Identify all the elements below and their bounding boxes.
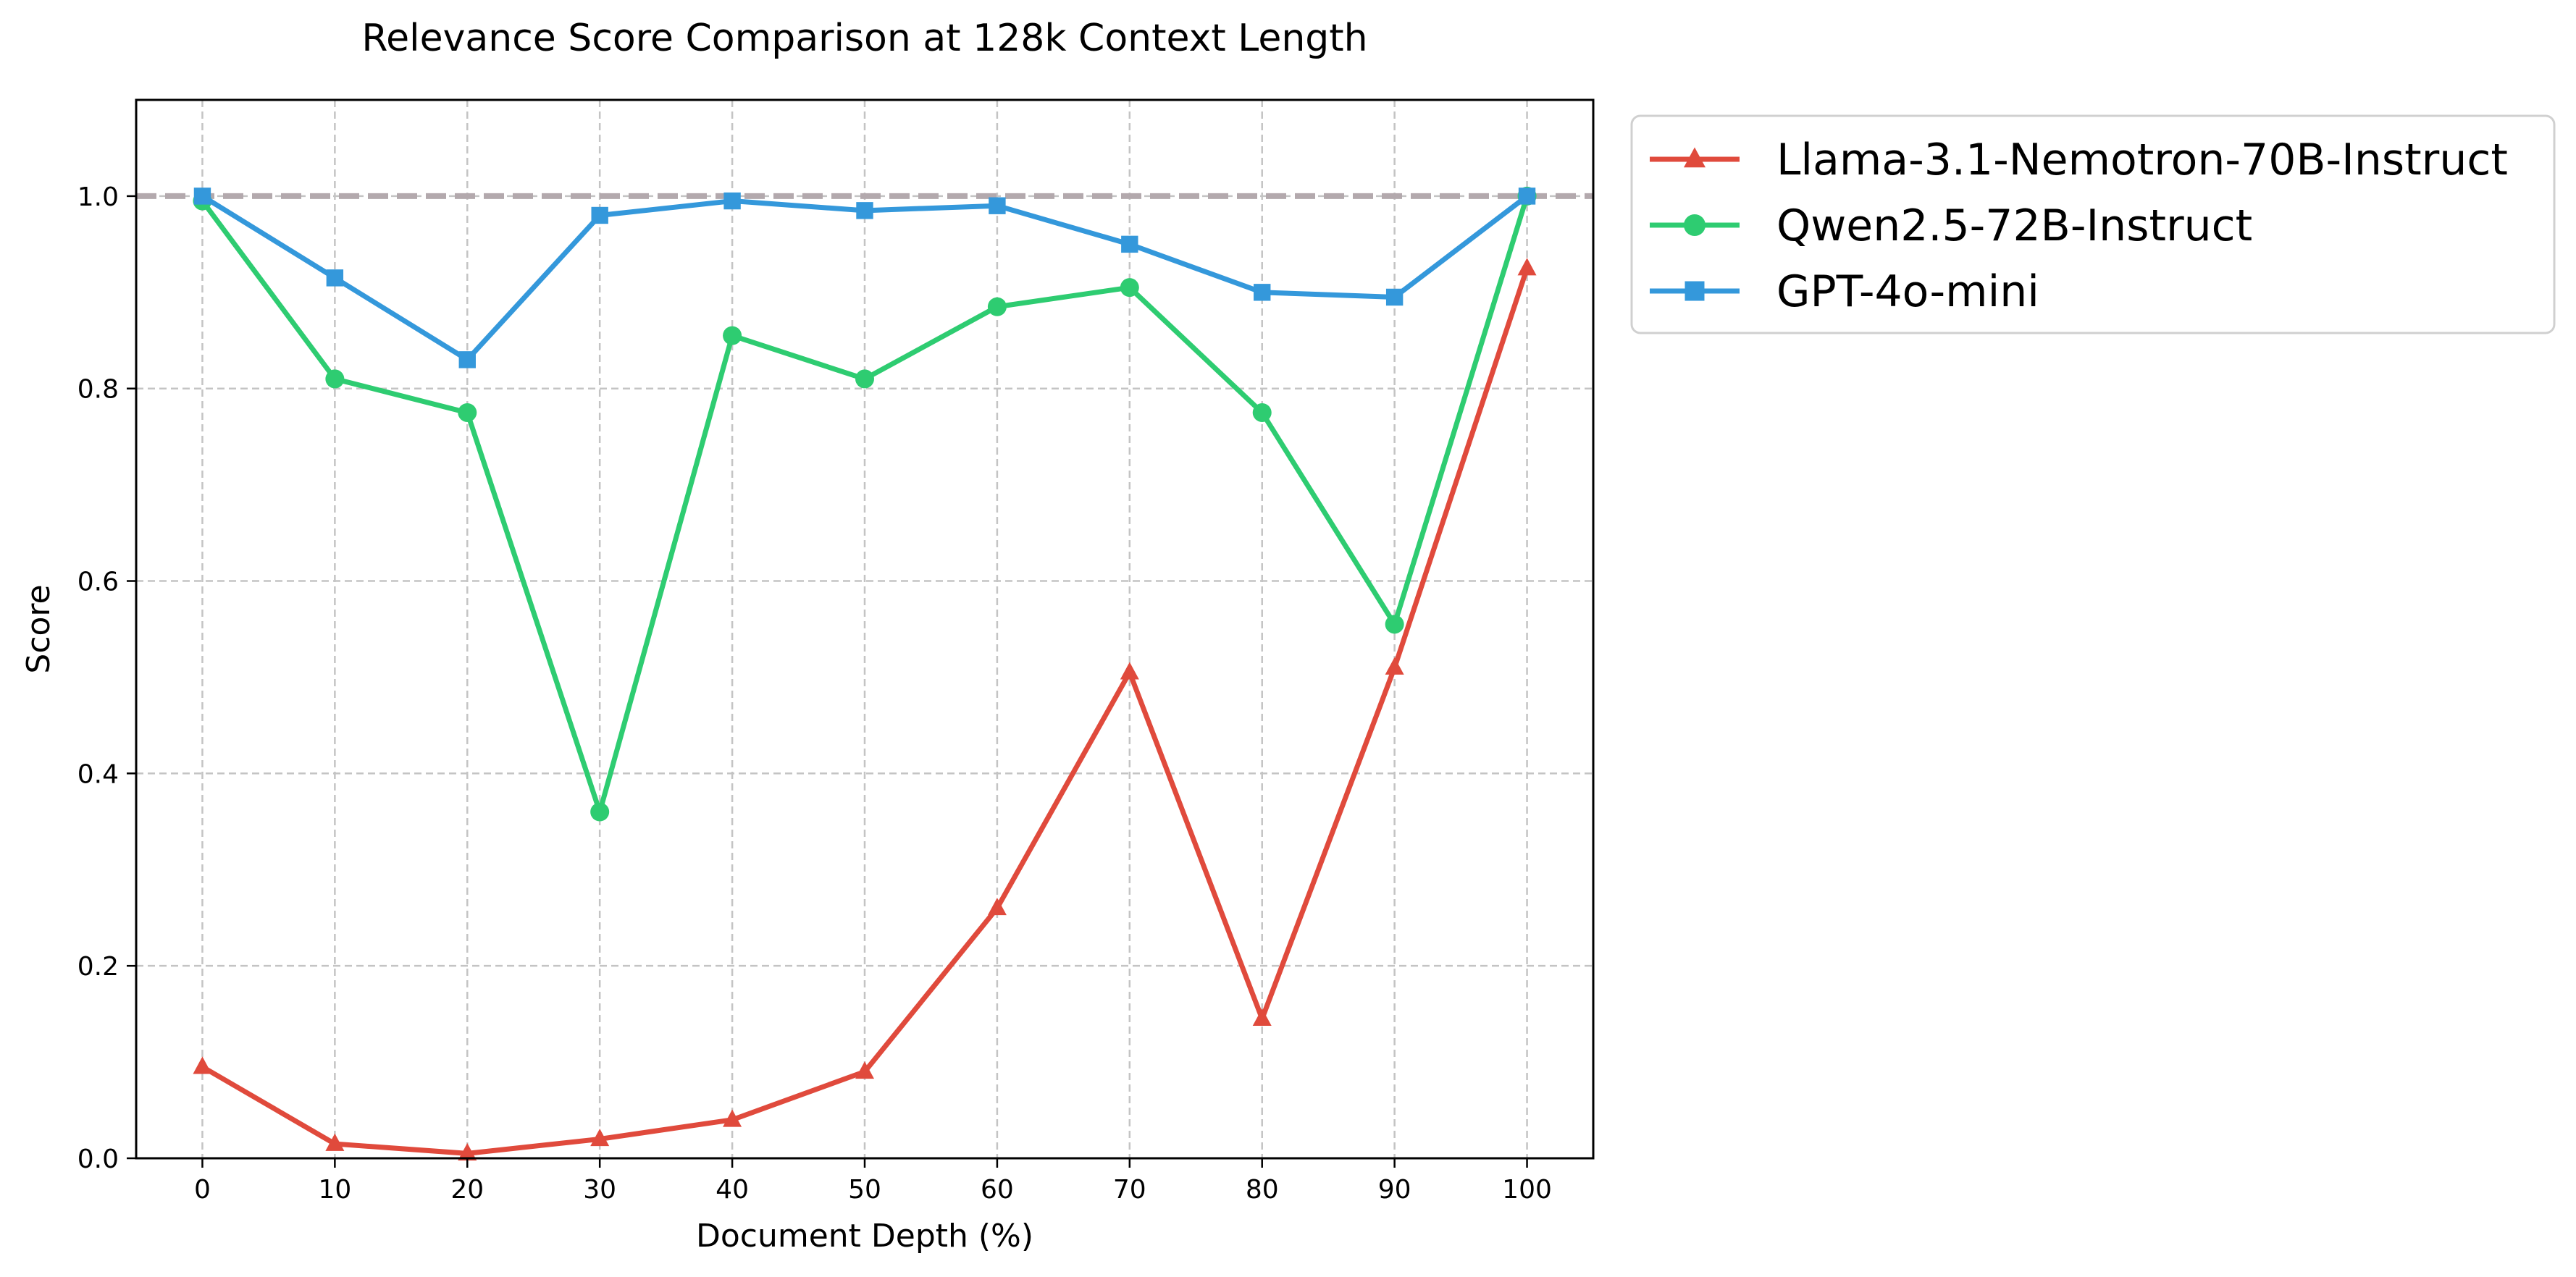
x-axis-label: Document Depth (%) [696,1218,1033,1255]
legend: Llama-3.1-Nemotron-70B-Instruct Qwen2.5-7… [1630,114,2556,334]
data-point-square [989,197,1006,214]
y-tick-label: 0.2 [77,952,119,982]
data-point-triangle [1120,662,1139,680]
data-point-triangle [458,1143,477,1161]
data-point-triangle [325,1133,345,1151]
x-tick-label: 10 [318,1175,351,1205]
data-point-triangle [1252,1008,1272,1027]
data-point-square [1385,288,1404,306]
y-tick-label: 0.8 [77,375,119,405]
data-point-triangle [590,1129,610,1147]
data-point-circle [1684,214,1706,236]
data-point-triangle [1385,657,1404,675]
y-tick-label: 0.6 [77,568,119,597]
data-point-circle [855,369,874,389]
y-tick-label: 1.0 [77,182,119,212]
data-point-square [723,192,741,210]
data-point-triangle [723,1109,742,1127]
legend-label: GPT-4o-mini [1776,266,2039,317]
series-layer [193,186,1537,1161]
data-point-triangle [987,898,1007,916]
y-tick-label: 0.0 [77,1145,119,1174]
x-tick-label: 100 [1502,1175,1552,1205]
legend-label: Llama-3.1-Nemotron-70B-Instruct [1776,135,2508,185]
data-point-square [458,351,476,368]
axis-ticks: 0 10 20 30 40 50 60 70 80 90 100 0.0 0.2 0.4 0.6 0.8 1.0 [77,182,1552,1205]
data-point-triangle [855,1061,874,1079]
x-tick-label: 30 [583,1175,616,1205]
data-point-square [856,202,873,219]
x-tick-label: 0 [194,1175,211,1205]
x-tick-label: 90 [1378,1175,1411,1205]
chart-title: Relevance Score Comparison at 128k Conte… [361,17,1367,60]
legend-label: Qwen2.5-72B-Instruct [1776,201,2252,251]
data-point-square [1121,235,1138,253]
data-point-circle [1385,615,1404,634]
x-tick-label: 70 [1113,1175,1146,1205]
data-point-triangle [193,1056,212,1074]
x-tick-label: 60 [981,1175,1014,1205]
x-tick-label: 80 [1246,1175,1279,1205]
data-point-triangle [1684,147,1706,168]
data-point-square [193,187,211,205]
data-point-circle [987,297,1007,316]
y-axis-label: Score [20,584,57,673]
data-point-triangle [1517,258,1537,276]
legend-box [1630,114,2556,334]
x-tick-label: 20 [450,1175,484,1205]
data-point-square [1254,284,1271,301]
data-point-square [326,269,344,287]
y-tick-label: 0.4 [77,759,119,789]
x-tick-label: 50 [848,1175,881,1205]
data-point-square [1518,187,1536,205]
data-point-circle [1120,278,1139,298]
data-point-square [1685,281,1705,301]
data-point-circle [325,369,345,389]
data-point-circle [723,326,742,345]
x-tick-label: 40 [716,1175,749,1205]
data-point-square [591,206,608,224]
data-point-circle [1252,403,1272,422]
series-Llama-3.1-Nemotron-70B-Instruct [193,258,1537,1161]
series-GPT-4o-mini [193,187,1536,368]
data-point-circle [590,802,610,822]
data-point-circle [458,403,477,422]
